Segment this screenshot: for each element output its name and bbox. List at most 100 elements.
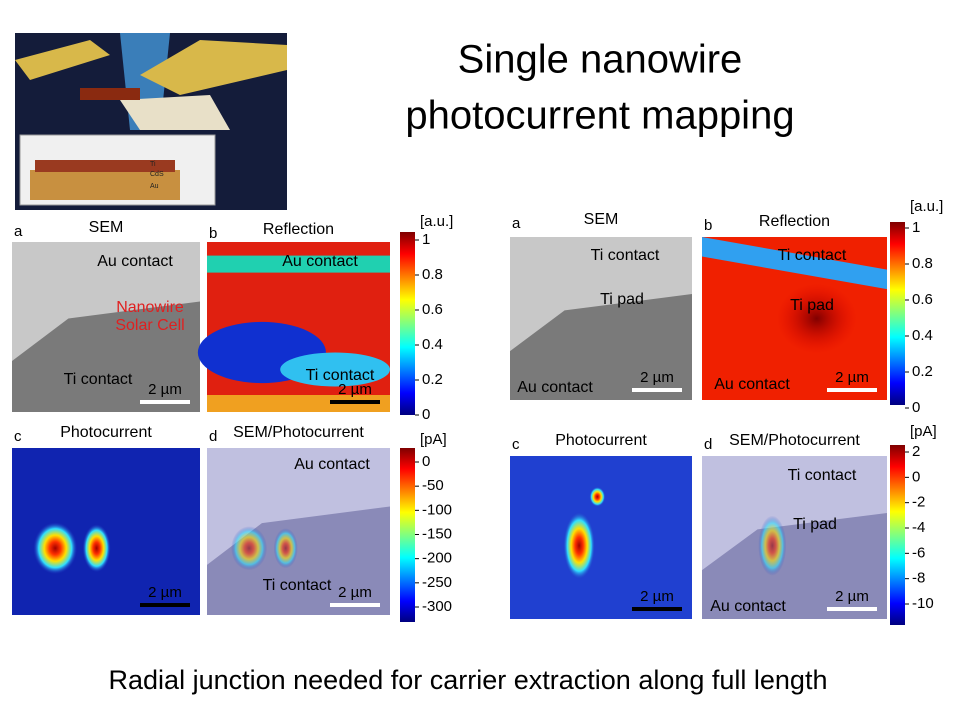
colorbar-tick-label: -6 <box>912 544 925 561</box>
colorbar <box>890 222 905 405</box>
colorbar-tick-label: 1 <box>422 231 430 248</box>
scale-label: 2 µm <box>835 588 869 605</box>
colorbar-tick-label: -300 <box>422 598 452 615</box>
panel-title: SEM/Photocurrent <box>233 424 364 441</box>
colorbar-tick-label: 0.2 <box>912 363 933 380</box>
scale-label: 2 µm <box>640 588 674 605</box>
panel-letter: a <box>512 215 521 232</box>
scale-bar <box>632 607 682 611</box>
scale-bar <box>827 388 877 392</box>
scale-label: 2 µm <box>338 381 372 398</box>
title: photocurrent mapping <box>405 94 794 138</box>
image-label: Au contact <box>710 598 786 615</box>
image-label: Au contact <box>517 379 593 396</box>
contact-region <box>510 237 692 352</box>
inset-label: Au <box>150 183 159 190</box>
photocurrent-background <box>510 456 692 619</box>
scale-label: 2 µm <box>835 369 869 386</box>
colorbar-tick-label: 0.4 <box>912 327 933 344</box>
figure-image <box>207 448 390 615</box>
colorbar-tick-label: 0.6 <box>422 301 443 318</box>
colorbar <box>400 448 415 622</box>
figure-image <box>12 448 200 615</box>
colorbar-tick-label: 0 <box>422 406 430 423</box>
scale-bar <box>330 400 380 404</box>
panel-letter: c <box>512 436 520 453</box>
scale-bar <box>140 603 190 607</box>
scale-label: 2 µm <box>148 381 182 398</box>
colorbar-tick-label: 0 <box>422 453 430 470</box>
contact-region <box>207 448 390 565</box>
cyan-region <box>280 352 390 387</box>
colorbar-tick-label: -2 <box>912 494 925 511</box>
inset-label: CdS <box>150 171 164 178</box>
figure-image <box>197 242 390 412</box>
panel-title: SEM <box>89 219 124 236</box>
hotspot <box>231 526 268 571</box>
image-label: Ti contact <box>591 247 660 264</box>
blue-band <box>702 237 887 290</box>
colorbar-tick-label: 2 <box>912 443 920 460</box>
colorbar <box>400 232 415 415</box>
panel-letter: d <box>704 436 712 453</box>
panel-title: Reflection <box>263 221 334 238</box>
panel-letter: b <box>704 217 712 234</box>
scale-label: 2 µm <box>148 584 182 601</box>
scale-bar <box>330 603 380 607</box>
panel-letter: a <box>14 223 23 240</box>
colorbar-tick-label: 0.4 <box>422 336 443 353</box>
panel-title: Reflection <box>759 213 830 230</box>
colorbar-tick-label: -100 <box>422 501 452 518</box>
colorbar-unit: [a.u.] <box>910 198 943 215</box>
hotspot <box>33 522 78 575</box>
band <box>207 255 390 273</box>
caption: Radial junction needed for carrier extra… <box>109 665 828 695</box>
image-label: Ti pad <box>793 516 837 533</box>
device-illustration <box>15 33 287 210</box>
image-label: Ti contact <box>788 467 857 484</box>
colorbar-tick-label: 0 <box>912 399 920 416</box>
scale-label: 2 µm <box>338 584 372 601</box>
colorbar-tick-label: 0.8 <box>422 266 443 283</box>
image-label: Solar Cell <box>115 317 184 334</box>
title: Single nanowire <box>458 38 743 82</box>
scale-label: 2 µm <box>640 369 674 386</box>
panel-title: SEM/Photocurrent <box>729 432 860 449</box>
colorbar-tick-label: -250 <box>422 574 452 591</box>
colorbar-tick-label: -10 <box>912 595 934 612</box>
image-label: Ti contact <box>263 577 332 594</box>
scale-bar <box>632 388 682 392</box>
image-label: Ti pad <box>790 297 834 314</box>
panel-letter: d <box>209 428 217 445</box>
image-label: Au contact <box>714 376 790 393</box>
panel-title: SEM <box>584 211 619 228</box>
image-label: Au contact <box>294 456 370 473</box>
figure-image <box>510 456 692 619</box>
figure-image <box>510 237 692 400</box>
panel-letter: b <box>209 225 217 242</box>
image-label: Au contact <box>282 253 358 270</box>
figure-image <box>12 242 200 412</box>
colorbar-tick-label: -8 <box>912 570 925 587</box>
colorbar-tick-label: -4 <box>912 519 925 536</box>
inset-label: Ti <box>150 161 156 168</box>
panel-title: Photocurrent <box>60 424 152 441</box>
image-label: Ti contact <box>778 247 847 264</box>
colorbar-tick-label: 0.6 <box>912 291 933 308</box>
hotspot <box>563 511 596 580</box>
colorbar-tick-label: -200 <box>422 550 452 567</box>
hotspot <box>758 515 787 576</box>
panel-title: Photocurrent <box>555 432 647 449</box>
dark-region <box>776 283 857 354</box>
colorbar-unit: [a.u.] <box>420 213 453 230</box>
scale-bar <box>827 607 877 611</box>
scale-bar <box>140 400 190 404</box>
colorbar-tick-label: 0.2 <box>422 371 443 388</box>
colorbar <box>890 445 905 625</box>
colorbar-tick-label: 0.8 <box>912 255 933 272</box>
hotspot <box>589 486 606 507</box>
contact-region <box>12 242 200 361</box>
figure-image <box>702 456 887 619</box>
colorbar-unit: [pA] <box>910 423 937 440</box>
